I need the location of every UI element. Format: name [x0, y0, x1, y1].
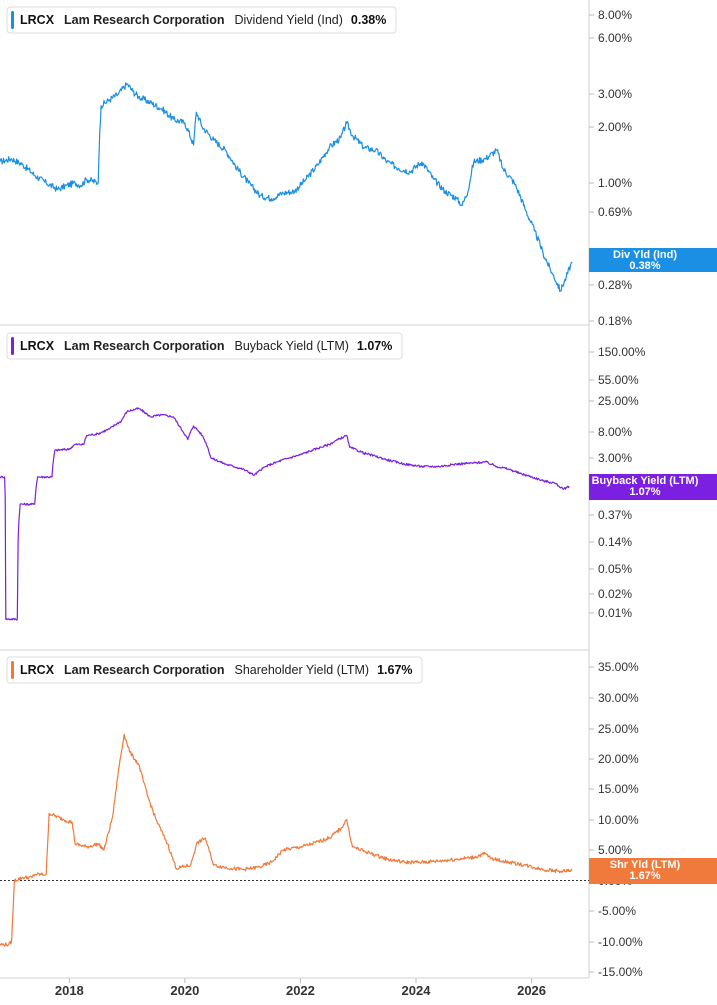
last-value-tag-line: 1.07%	[629, 486, 660, 498]
x-tick-label: 2024	[402, 983, 432, 998]
series-line-div	[0, 82, 573, 293]
y-tick-label: -10.00%	[598, 935, 643, 949]
y-tick-label: 0.28%	[598, 278, 632, 292]
title-metric: Dividend Yield (Ind)	[235, 13, 343, 27]
y-tick-label: 0.69%	[598, 205, 632, 219]
last-value-tag-bg	[589, 474, 717, 500]
y-tick-label: 0.18%	[598, 314, 632, 328]
title-box	[6, 6, 397, 34]
last-value-tag: Buyback Yield (LTM)1.07%	[589, 474, 717, 500]
panel-shr: 35.00% 30.00% 25.00% 20.00% 15.00% 10.00% 5.00…	[0, 656, 717, 979]
x-tick-label: 2018	[55, 983, 84, 998]
series-color-swatch	[11, 661, 14, 679]
title-ticker: LRCX	[20, 663, 55, 677]
series-color-swatch	[11, 11, 14, 29]
y-tick-label: 25.00%	[598, 394, 639, 408]
series-line-buy	[0, 407, 570, 621]
last-value-tag-line: Shr Yld (LTM)	[610, 859, 681, 871]
last-value-tag-line: Div Yld (Ind)	[613, 249, 677, 261]
title-company: Lam Research Corporation	[64, 663, 224, 677]
last-value-tag: Shr Yld (LTM)1.67%	[589, 858, 717, 884]
title-ticker: LRCX	[20, 13, 55, 27]
title-company: Lam Research Corporation	[64, 339, 224, 353]
series-line-shr	[0, 733, 573, 947]
y-tick-label: 55.00%	[598, 373, 639, 387]
y-tick-label: 3.00%	[598, 451, 632, 465]
y-tick-label: 10.00%	[598, 813, 639, 827]
y-tick-label: 0.14%	[598, 535, 632, 549]
x-tick-label: 2026	[517, 983, 546, 998]
y-tick-label: -15.00%	[598, 965, 643, 979]
title-ticker: LRCX	[20, 339, 55, 353]
title-box	[6, 332, 403, 360]
y-tick-label: 0.02%	[598, 587, 632, 601]
chart-panels: 8.00%6.00%3.00%2.00%1.00%0.69%0.30.28%0.…	[0, 6, 717, 979]
title-text: LRCX Lam Research Corporation Shareholder …	[20, 663, 413, 677]
title-value-label: 1.07%	[357, 339, 392, 353]
y-tick-label: 25.00%	[598, 722, 639, 736]
panel-div: 8.00%6.00%3.00%2.00%1.00%0.69%0.30.28%0.…	[0, 6, 717, 328]
last-value-tag-line: Buyback Yield (LTM)	[592, 475, 699, 487]
series-color-swatch	[11, 337, 14, 355]
last-value-tag-line: 1.67%	[629, 870, 660, 882]
title-metric: Buyback Yield (LTM)	[235, 339, 349, 353]
y-tick-label: 30.00%	[598, 691, 639, 705]
y-tick-label: 0.05%	[598, 562, 632, 576]
panel-buy: 150.00%55.00%25.00%8.00%3.00%1.00%0.37%0…	[0, 332, 717, 621]
title-value-label: 1.67%	[377, 663, 412, 677]
y-tick-label: 5.00%	[598, 843, 632, 857]
x-tick-label: 2020	[170, 983, 199, 998]
y-tick-label: 1.00%	[598, 176, 632, 190]
title-text: LRCX Lam Research Corporation Buyback Yiel…	[20, 339, 392, 353]
title-box	[6, 656, 423, 684]
title-company: Lam Research Corporation	[64, 13, 224, 27]
panel-title: LRCX Lam Research Corporation Shareholder …	[6, 656, 423, 684]
y-tick-label: 0.37%	[598, 508, 632, 522]
y-tick-label: 20.00%	[598, 752, 639, 766]
title-metric: Shareholder Yield (LTM)	[235, 663, 370, 677]
y-tick-label: 0.01%	[598, 606, 632, 620]
y-tick-label: 150.00%	[598, 345, 646, 359]
y-tick-label: 35.00%	[598, 660, 639, 674]
last-value-tag-bg	[589, 248, 717, 272]
y-tick-label: 6.00%	[598, 31, 632, 45]
y-tick-label: 2.00%	[598, 120, 632, 134]
y-tick-label: 8.00%	[598, 8, 632, 22]
x-tick-label: 2022	[286, 983, 315, 998]
panel-title: LRCX Lam Research Corporation Dividend Yie…	[6, 6, 397, 34]
y-tick-label: 3.00%	[598, 87, 632, 101]
last-value-tag: Div Yld (Ind)0.38%	[589, 248, 717, 272]
title-text: LRCX Lam Research Corporation Dividend Yie…	[20, 13, 386, 27]
title-value-label: 0.38%	[351, 13, 386, 27]
last-value-tag-bg	[589, 858, 717, 884]
last-value-tag-line: 0.38%	[629, 260, 660, 272]
y-tick-label: 15.00%	[598, 782, 639, 796]
panel-title: LRCX Lam Research Corporation Buyback Yiel…	[6, 332, 403, 360]
y-tick-label: -5.00%	[598, 904, 636, 918]
y-tick-label: 8.00%	[598, 425, 632, 439]
x-axis: 2018 2020 2022 2024 2026	[55, 978, 546, 998]
